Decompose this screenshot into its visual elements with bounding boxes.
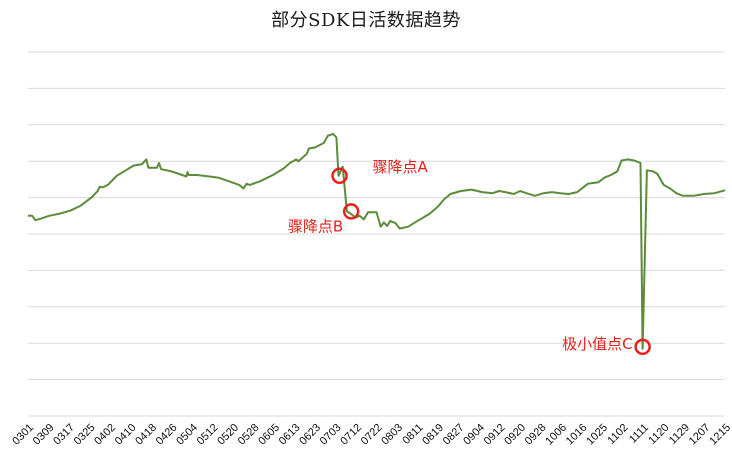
x-tick-label: 0811 bbox=[400, 422, 425, 447]
x-tick-label: 0504 bbox=[174, 422, 200, 448]
x-tick-label: 1025 bbox=[584, 422, 610, 448]
annotation-circle bbox=[342, 203, 360, 220]
x-tick-label: 0418 bbox=[133, 422, 159, 448]
x-tick-label: 1006 bbox=[543, 422, 569, 448]
x-tick-label: 0512 bbox=[195, 422, 221, 448]
x-tick-label: 0623 bbox=[297, 422, 323, 448]
x-tick-label: 0325 bbox=[72, 422, 98, 448]
x-tick-label: 0928 bbox=[523, 422, 549, 448]
x-axis-labels: 0301030903170325040204100418042605040512… bbox=[10, 422, 732, 448]
x-tick-label: 1111 bbox=[627, 422, 651, 446]
x-tick-label: 1129 bbox=[667, 422, 692, 447]
x-tick-label: 0912 bbox=[482, 422, 508, 448]
x-tick-label: 0722 bbox=[359, 422, 385, 448]
x-tick-label: 1016 bbox=[564, 422, 590, 448]
x-tick-label: 0920 bbox=[502, 422, 528, 448]
gridlines bbox=[28, 51, 725, 417]
annotation-label: 极小值点C bbox=[562, 335, 632, 353]
annotations: 骤降点A 骤降点B 极小值点C bbox=[288, 158, 651, 356]
x-tick-label: 1120 bbox=[646, 422, 671, 447]
annotation-label: 骤降点B bbox=[288, 217, 343, 235]
x-tick-label: 0904 bbox=[461, 422, 487, 448]
x-tick-label: 1207 bbox=[687, 422, 713, 448]
x-tick-label: 0317 bbox=[51, 422, 77, 448]
x-tick-label: 0410 bbox=[113, 422, 139, 448]
x-tick-label: 0613 bbox=[277, 422, 303, 448]
annotation-label: 骤降点A bbox=[373, 158, 429, 176]
annotation-circle bbox=[331, 167, 348, 185]
x-tick-label: 0402 bbox=[92, 422, 118, 448]
x-tick-label: 0712 bbox=[338, 422, 364, 448]
x-tick-label: 0520 bbox=[215, 422, 241, 448]
x-tick-label: 0426 bbox=[154, 422, 180, 448]
x-tick-label: 0301 bbox=[10, 422, 36, 448]
x-tick-label: 0605 bbox=[256, 422, 282, 448]
chart-title: 部分SDK日活数据趋势 bbox=[271, 10, 461, 31]
x-tick-label: 0703 bbox=[318, 422, 344, 448]
annotation-circle bbox=[634, 338, 651, 356]
x-tick-label: 0528 bbox=[236, 422, 262, 448]
x-tick-label: 0827 bbox=[441, 422, 467, 448]
x-tick-label: 0803 bbox=[379, 422, 405, 448]
x-tick-label: 1215 bbox=[707, 422, 732, 448]
x-tick-label: 0819 bbox=[420, 422, 446, 448]
x-tick-label: 1102 bbox=[605, 422, 630, 447]
x-tick-label: 0309 bbox=[31, 422, 57, 448]
